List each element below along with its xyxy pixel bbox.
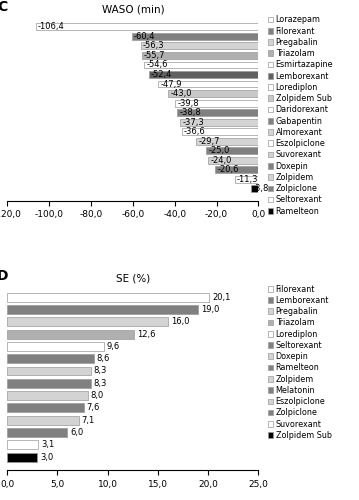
Text: 7,1: 7,1 [81,416,95,424]
Text: 7,6: 7,6 [87,404,100,412]
Bar [36,24,258,30]
Legend: Lorazepam, Filorexant, Pregabalin, Triazolam, Esmirtazapine, Lemborexant, Loredi: Lorazepam, Filorexant, Pregabalin, Triaz… [267,16,333,216]
Bar [7,379,90,388]
Text: 8,0: 8,0 [90,391,104,400]
Bar [7,366,90,376]
Bar [7,440,38,450]
Text: -20,6: -20,6 [218,166,239,174]
Text: 3,0: 3,0 [40,452,53,462]
Text: D: D [0,270,9,283]
Text: 3,1: 3,1 [41,440,55,450]
Bar [7,416,79,424]
Bar [175,100,258,106]
Text: 6,0: 6,0 [70,428,84,437]
Bar [7,452,37,462]
Bar [149,71,258,78]
Text: -106,4: -106,4 [38,22,65,32]
Bar [251,186,258,192]
Bar [158,80,258,87]
Text: -43,0: -43,0 [171,89,192,98]
Bar [206,148,258,154]
Text: -52,4: -52,4 [151,70,172,79]
Bar [141,42,258,50]
Text: 8,6: 8,6 [97,354,110,363]
Text: -56,3: -56,3 [143,42,164,50]
Bar [235,176,258,182]
Text: -60,4: -60,4 [134,32,155,41]
Bar [7,391,88,400]
Text: -54,6: -54,6 [146,60,168,70]
Bar [7,305,198,314]
Bar [7,318,168,326]
Bar [177,109,258,116]
Text: -11,3: -11,3 [237,175,258,184]
Text: 20,1: 20,1 [212,292,230,302]
Bar [168,90,258,97]
Text: -47,9: -47,9 [160,80,182,88]
Text: -36,6: -36,6 [184,127,206,136]
Legend: Filorexant, Lemborexant, Pregabalin, Triazolam, Lorediplon, Seltorexant, Doxepin: Filorexant, Lemborexant, Pregabalin, Tri… [267,284,332,440]
Bar [7,330,134,338]
Text: 16,0: 16,0 [171,318,190,326]
Bar [7,354,94,363]
Text: 8,3: 8,3 [94,366,107,376]
Bar [7,342,104,351]
Text: -24,0: -24,0 [210,156,232,165]
Text: 8,3: 8,3 [94,379,107,388]
Text: 12,6: 12,6 [137,330,155,338]
Bar [132,33,258,40]
Bar [7,404,84,412]
Bar [144,62,258,68]
Title: SE (%): SE (%) [116,274,150,283]
Bar [7,428,67,437]
Bar [180,118,258,126]
Title: WASO (min): WASO (min) [102,4,164,14]
Text: -25,0: -25,0 [208,146,230,155]
Text: 9,6: 9,6 [107,342,120,351]
Text: -37,3: -37,3 [182,118,204,126]
Text: -38,8: -38,8 [180,108,201,117]
Bar [182,128,258,135]
Bar [142,52,258,59]
Text: -29,7: -29,7 [199,136,220,145]
Bar [196,138,258,144]
Text: -55,7: -55,7 [144,51,165,60]
Bar [7,292,209,302]
Text: -39,8: -39,8 [177,98,199,108]
Bar [208,157,258,164]
Text: C: C [0,0,8,14]
Bar [215,166,258,173]
Text: 19,0: 19,0 [201,305,220,314]
Text: -3,8: -3,8 [253,184,269,194]
